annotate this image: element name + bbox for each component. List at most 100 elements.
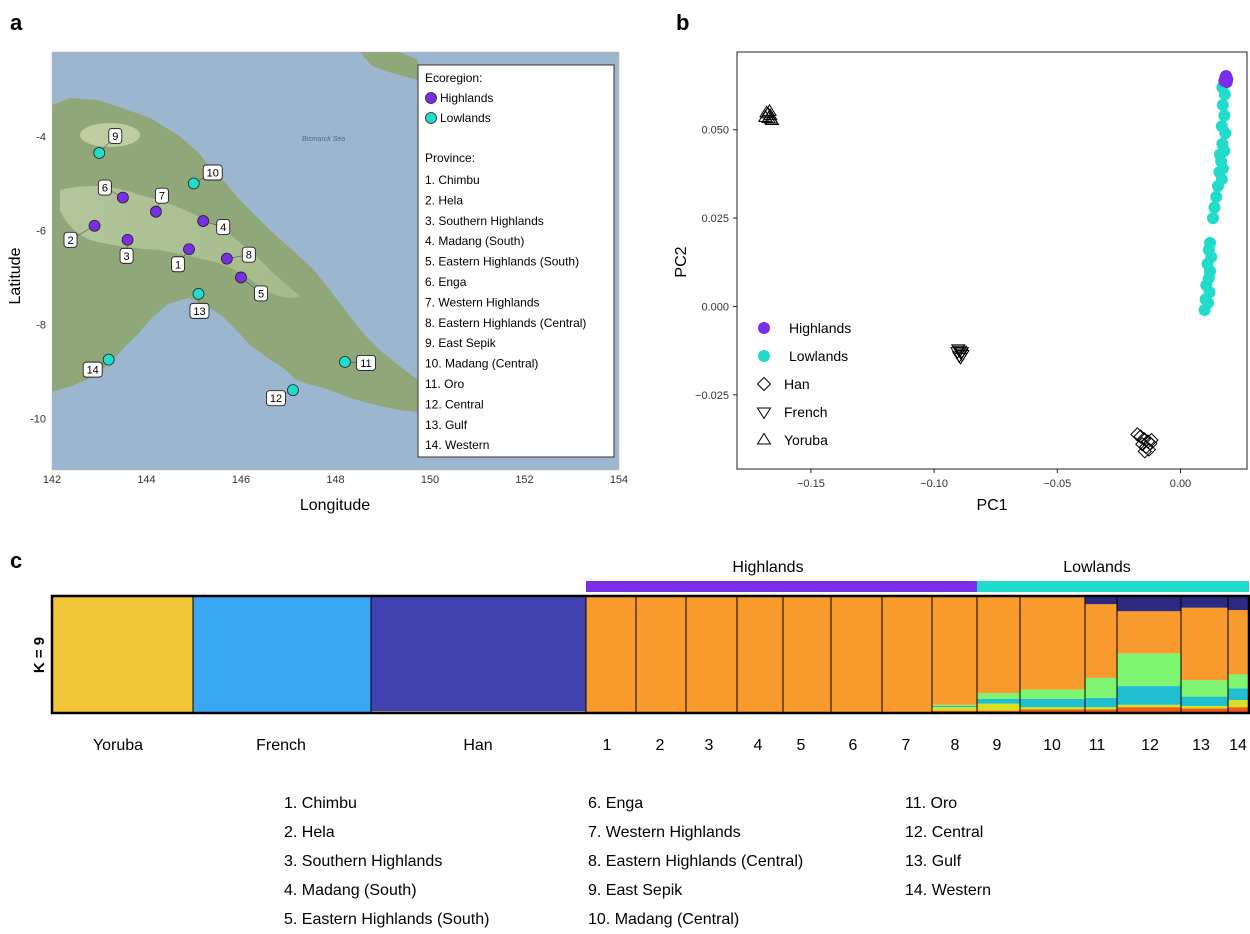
population-label: 5: [797, 737, 806, 754]
panel-letter-c: c: [10, 548, 22, 573]
pca-point-lowlands: [1211, 180, 1224, 193]
admixture-segment-red-orange: [1181, 708, 1228, 713]
admixture-segment-yellow-green: [1181, 705, 1228, 709]
map-site-label-box: [154, 187, 169, 204]
map-site-label: 13: [193, 306, 205, 318]
admixture-segment-png-orange: [636, 596, 686, 713]
pca-legend: Highlands Lowlands Han French Yoruba: [756, 320, 851, 448]
pca-point-lowlands: [1218, 88, 1231, 101]
population-label: 12: [1141, 737, 1159, 754]
map-site-label-box: [216, 219, 231, 236]
population-label: 11: [1089, 737, 1106, 754]
admixture-segment-dark-navy: [1117, 596, 1181, 612]
population-label: 1: [603, 737, 612, 754]
map-site-label-box: [82, 361, 103, 378]
province-legend-item: 4. Madang (South): [425, 234, 524, 248]
pca-y-tick-label: −0.025: [695, 390, 729, 402]
province-key-item: 9. East Sepik: [588, 882, 683, 899]
map-site-point: [187, 177, 200, 190]
province-key-item: 5. Eastern Highlands (South): [284, 911, 490, 928]
admixture-segment-yoruba-yellow: [53, 596, 193, 713]
legend-highlands-marker: [425, 92, 437, 104]
pca-legend-marker-highlands: [758, 322, 770, 334]
map-site-label: 10: [207, 168, 219, 180]
map-y-tick-label: -6: [36, 225, 46, 237]
pca-x-tick-label: −0.10: [920, 478, 948, 490]
population-label: 10: [1043, 737, 1061, 754]
province-legend-item: 14. Western: [425, 438, 489, 452]
population-label: Han: [463, 737, 492, 754]
population-label: Yoruba: [93, 737, 143, 754]
map-site-label-box: [254, 285, 268, 302]
map-y-title: Latitude: [7, 247, 24, 304]
population-label: 14: [1229, 737, 1247, 754]
map-site-label-box: [356, 355, 376, 371]
province-key-col-2: 6. Enga 7. Western Highlands 8. Eastern …: [588, 789, 803, 934]
map-x-ticks: 142 144 146 148 150 152 154: [43, 474, 628, 486]
ecoregion-title: Ecoregion:: [425, 71, 482, 85]
admixture-segment-png-orange: [586, 596, 636, 713]
map-site-point: [88, 219, 101, 232]
admixture-segment-png-orange: [882, 596, 932, 713]
province-key-item: 8. Eastern Highlands (Central): [588, 853, 804, 870]
map-site-label: 12: [270, 393, 282, 405]
pca-point-lowlands: [1198, 303, 1211, 316]
map-site-label-box: [119, 247, 134, 264]
pca-point-yoruba: [763, 111, 779, 124]
map-sea-label: Bismarck Sea: [302, 136, 345, 143]
population-label: 6: [849, 737, 858, 754]
admixture-segment-yellow-green: [1020, 707, 1085, 710]
province-legend-item: 3. Southern Highlands: [425, 214, 544, 228]
province-key-col-1: 1. Chimbu 2. Hela 3. Southern Highlands …: [284, 789, 489, 934]
highlands-header-bar: [586, 581, 977, 592]
map-site-point: [121, 233, 134, 246]
province-legend-item: 8. Eastern Highlands (Central): [425, 316, 586, 330]
province-legend-item: 5. Eastern Highlands (South): [425, 255, 579, 269]
pca-point-french: [953, 352, 968, 365]
pca-point-lowlands: [1207, 212, 1219, 225]
population-label: 9: [993, 737, 1002, 754]
pca-point-lowlands: [1219, 127, 1232, 140]
population-labels: Yoruba French Han 1 2 3 4 5 6 7 8 9 10 11 12 13 14: [93, 737, 1247, 754]
population-label: 4: [754, 737, 763, 754]
pca-panel: −0.15 −0.10 −0.05 0.00 0.050 0.025 0.000 −0.02…: [673, 51, 1248, 514]
province-key-item: 14. Western: [905, 882, 991, 899]
province-legend-item: 10. Madang (Central): [425, 357, 538, 371]
map-site-label-box: [266, 390, 286, 407]
map-x-tick-label: 150: [421, 474, 439, 486]
admixture-segment-png-orange: [977, 596, 1020, 694]
map-site-points: [88, 147, 351, 397]
pca-point-lowlands: [1218, 109, 1231, 122]
map-site-label-box: [97, 179, 112, 196]
map-site-point: [197, 215, 210, 227]
pca-y-tick-label: 0.025: [701, 213, 729, 225]
pca-legend-marker-lowlands: [758, 350, 770, 362]
map-site-point: [150, 205, 162, 218]
pca-point-highlands: [1220, 76, 1233, 89]
map-site-point: [192, 287, 205, 300]
province-legend-item: 2. Hela: [425, 193, 463, 207]
legend-highlands-label: Highlands: [440, 91, 493, 105]
province-key-item: 12. Central: [905, 824, 984, 841]
map-site-point: [116, 191, 129, 204]
admixture-segment-png-orange: [737, 596, 783, 713]
admixture-segment-png-orange: [1085, 604, 1117, 678]
admixture-segment-light-green: [1020, 689, 1085, 699]
map-site-label: 6: [102, 183, 108, 195]
map-site-label-box: [202, 164, 223, 181]
admixture-segment-light-green: [1181, 680, 1228, 697]
map-site-point: [220, 252, 233, 265]
admixture-segment-cyan: [932, 705, 977, 708]
map-site-label: 9: [112, 131, 118, 143]
province-title: Province:: [425, 151, 475, 165]
province-legend-item: 12. Central: [425, 397, 484, 411]
map-highland-ridge: [60, 186, 300, 298]
province-key-item: 3. Southern Highlands: [284, 853, 443, 870]
pca-legend-label: French: [784, 404, 828, 420]
population-label: 8: [951, 737, 960, 754]
admixture-segment-dark-navy: [1228, 596, 1249, 611]
pca-point-han: [1133, 429, 1148, 444]
admixture-segment-yellow-green: [1117, 704, 1181, 708]
pca-point-lowlands: [1216, 99, 1229, 112]
